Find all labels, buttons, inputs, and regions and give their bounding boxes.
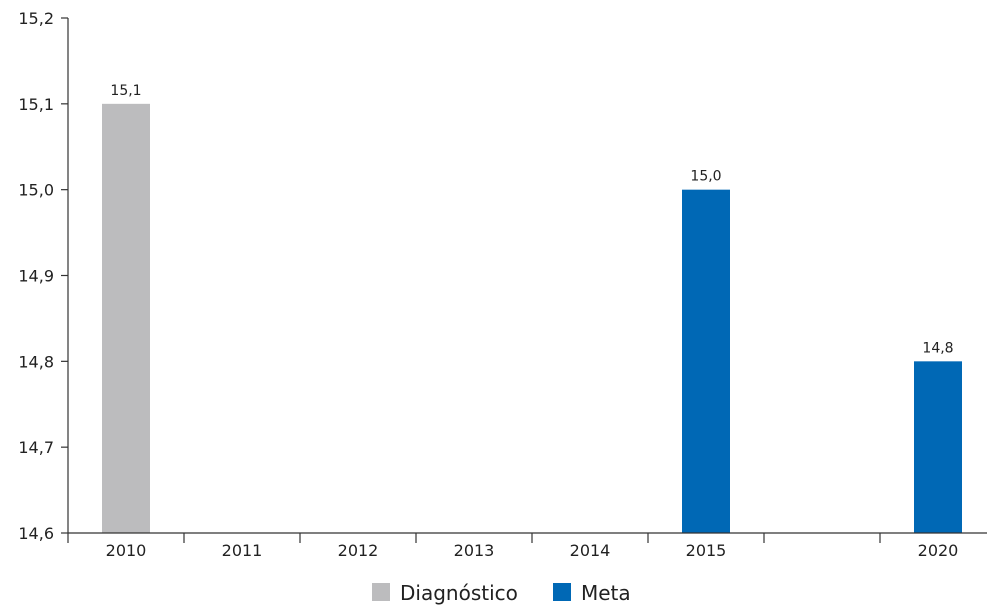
x-tick-label: 2013 (454, 541, 495, 560)
legend-label: Meta (581, 581, 631, 605)
legend-label: Diagnóstico (400, 581, 518, 605)
y-tick-label: 14,9 (18, 267, 54, 286)
data-label: 15,1 (110, 83, 141, 99)
y-tick-label: 14,8 (18, 352, 54, 371)
legend-swatch (372, 583, 390, 601)
axes-layer: 14,6 14,7 14,8 14,9 15,0 15,1 15,2 2010 2011 2012… (18, 9, 987, 560)
bar-meta-2020 (914, 361, 962, 533)
bar-diagn-stico-2010 (102, 103, 150, 533)
data-labels-layer: 15,1 15,0 14,8 (110, 83, 953, 357)
data-label: 15,0 (690, 169, 721, 185)
y-tick-label: 15,0 (18, 181, 54, 200)
x-tick-label: 2010 (106, 541, 147, 560)
bar-meta-2015 (682, 189, 730, 533)
x-tick-label: 2014 (570, 541, 611, 560)
x-tick-label: 2015 (686, 541, 727, 560)
y-tick-label: 15,2 (18, 9, 54, 28)
x-tick-label: 2011 (222, 541, 263, 560)
bars-layer (102, 103, 962, 533)
y-tick-label: 14,6 (18, 524, 54, 543)
y-tick-label: 14,7 (18, 438, 54, 457)
x-tick-label: 2020 (918, 541, 959, 560)
legend-swatch (553, 583, 571, 601)
legend: Diagnóstico Meta (372, 581, 631, 605)
y-tick-label: 15,1 (18, 95, 54, 114)
data-label: 14,8 (922, 340, 953, 356)
x-tick-label: 2012 (338, 541, 379, 560)
